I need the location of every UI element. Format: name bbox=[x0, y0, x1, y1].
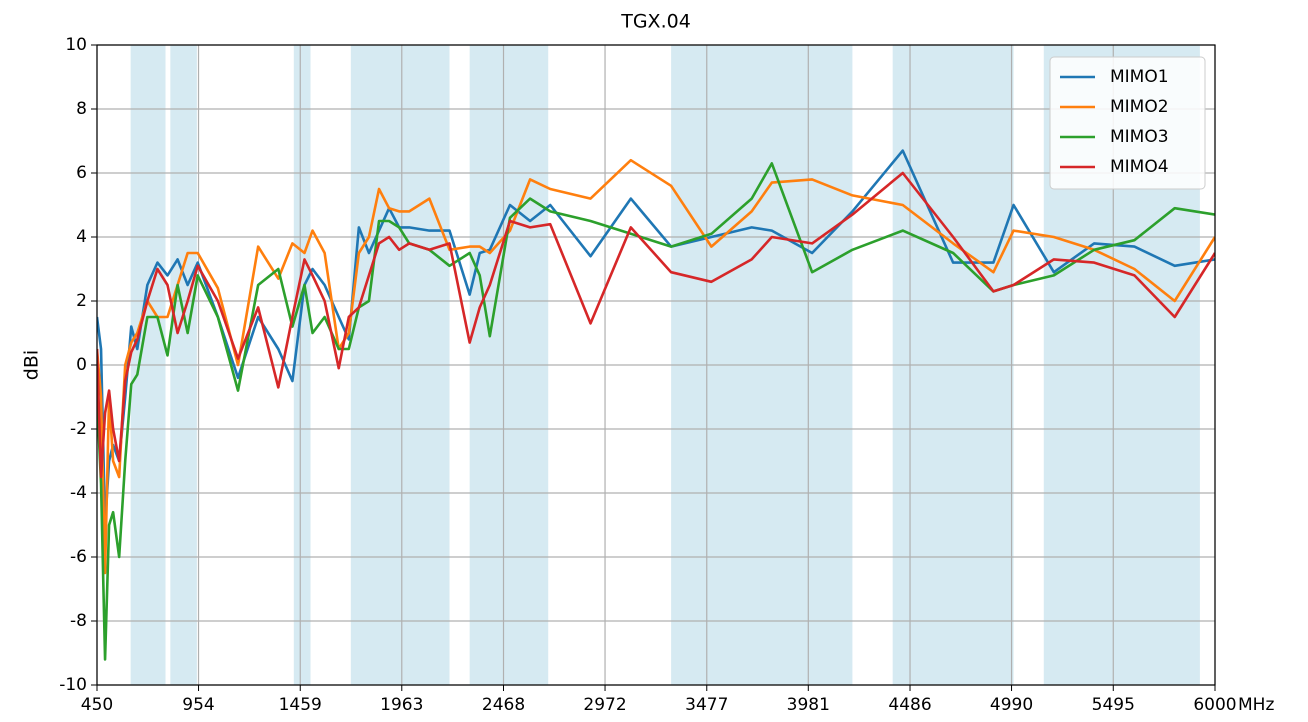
x-tick-label: 5495 bbox=[1092, 695, 1135, 715]
legend-label: MIMO4 bbox=[1110, 157, 1169, 177]
x-tick-label: 1963 bbox=[380, 695, 423, 715]
y-tick-label: -10 bbox=[59, 675, 87, 695]
y-tick-label: -2 bbox=[70, 419, 87, 439]
y-tick-label: 8 bbox=[76, 99, 87, 119]
legend-label: MIMO3 bbox=[1110, 127, 1169, 147]
y-axis-label: dBi bbox=[21, 350, 43, 380]
y-tick-label: 6 bbox=[76, 163, 87, 183]
x-tick-label: 2972 bbox=[583, 695, 626, 715]
y-tick-label: 0 bbox=[76, 355, 87, 375]
y-tick-label: 4 bbox=[76, 227, 87, 247]
legend-label: MIMO2 bbox=[1110, 97, 1169, 117]
series-line bbox=[97, 171, 1215, 479]
x-tick-label: 6000 bbox=[1193, 695, 1236, 715]
x-tick-label: 954 bbox=[182, 695, 214, 715]
series-line bbox=[97, 162, 1215, 661]
x-tick-label: 1459 bbox=[279, 695, 322, 715]
x-tick-label: 2468 bbox=[482, 695, 525, 715]
x-tick-label: 4486 bbox=[888, 695, 931, 715]
legend-label: MIMO1 bbox=[1110, 67, 1169, 87]
x-tick-label: 450 bbox=[81, 695, 113, 715]
series-line bbox=[97, 158, 1215, 575]
x-tick-label: 3981 bbox=[787, 695, 830, 715]
y-tick-label: -4 bbox=[70, 483, 87, 503]
x-axis-label: MHz bbox=[1238, 695, 1274, 715]
plot-frame bbox=[96, 44, 1216, 686]
y-tick-label: 10 bbox=[65, 35, 87, 55]
legend bbox=[1049, 56, 1206, 190]
y-tick-label: 2 bbox=[76, 291, 87, 311]
lines bbox=[97, 149, 1215, 661]
y-tick-label: -6 bbox=[70, 547, 87, 567]
x-tick-label: 3477 bbox=[685, 695, 728, 715]
y-tick-label: -8 bbox=[70, 611, 87, 631]
x-tick-label: 4990 bbox=[990, 695, 1033, 715]
chart-title: TGX.04 bbox=[620, 11, 691, 33]
